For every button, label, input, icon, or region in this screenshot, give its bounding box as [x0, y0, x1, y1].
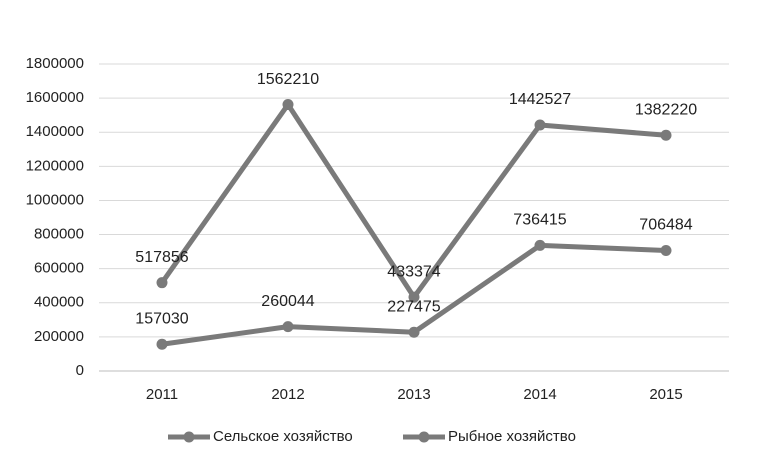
data-label: 1562210	[257, 71, 319, 88]
legend-marker	[183, 431, 195, 443]
point-marker	[408, 326, 420, 338]
x-tick-label: 2012	[271, 386, 304, 403]
y-tick-label: 1200000	[26, 157, 84, 174]
data-label: 1382220	[635, 101, 697, 118]
data-label: 260044	[261, 293, 314, 310]
x-tick-label: 2015	[649, 386, 682, 403]
legend-label: Сельское хозяйство	[213, 428, 353, 445]
x-tick-label: 2013	[397, 386, 430, 403]
y-tick-label: 200000	[34, 328, 84, 345]
y-tick-label: 1800000	[26, 55, 84, 72]
data-label: 706484	[639, 217, 692, 234]
legend-label: Рыбное хозяйство	[448, 428, 576, 445]
data-label: 1442527	[509, 91, 571, 108]
data-label: 433374	[387, 263, 440, 280]
point-marker	[282, 99, 294, 111]
y-tick-label: 0	[76, 362, 84, 379]
data-label: 157030	[135, 310, 188, 327]
point-marker	[534, 239, 546, 251]
point-marker	[660, 245, 672, 257]
y-tick-label: 600000	[34, 260, 84, 277]
legend-marker	[418, 431, 430, 443]
y-tick-label: 800000	[34, 226, 84, 243]
x-tick-label: 2014	[523, 386, 556, 403]
y-tick-label: 1600000	[26, 89, 84, 106]
y-tick-label: 1000000	[26, 191, 84, 208]
data-label: 517856	[135, 249, 188, 266]
data-label: 736415	[513, 212, 566, 229]
y-tick-label: 400000	[34, 294, 84, 311]
point-marker	[534, 119, 546, 131]
point-marker	[156, 277, 168, 289]
point-marker	[660, 129, 672, 141]
point-marker	[282, 321, 294, 333]
x-tick-label: 2011	[146, 386, 178, 403]
y-tick-label: 1400000	[26, 123, 84, 140]
point-marker	[156, 338, 168, 350]
data-label: 227475	[387, 298, 440, 315]
point-marker	[408, 291, 420, 303]
